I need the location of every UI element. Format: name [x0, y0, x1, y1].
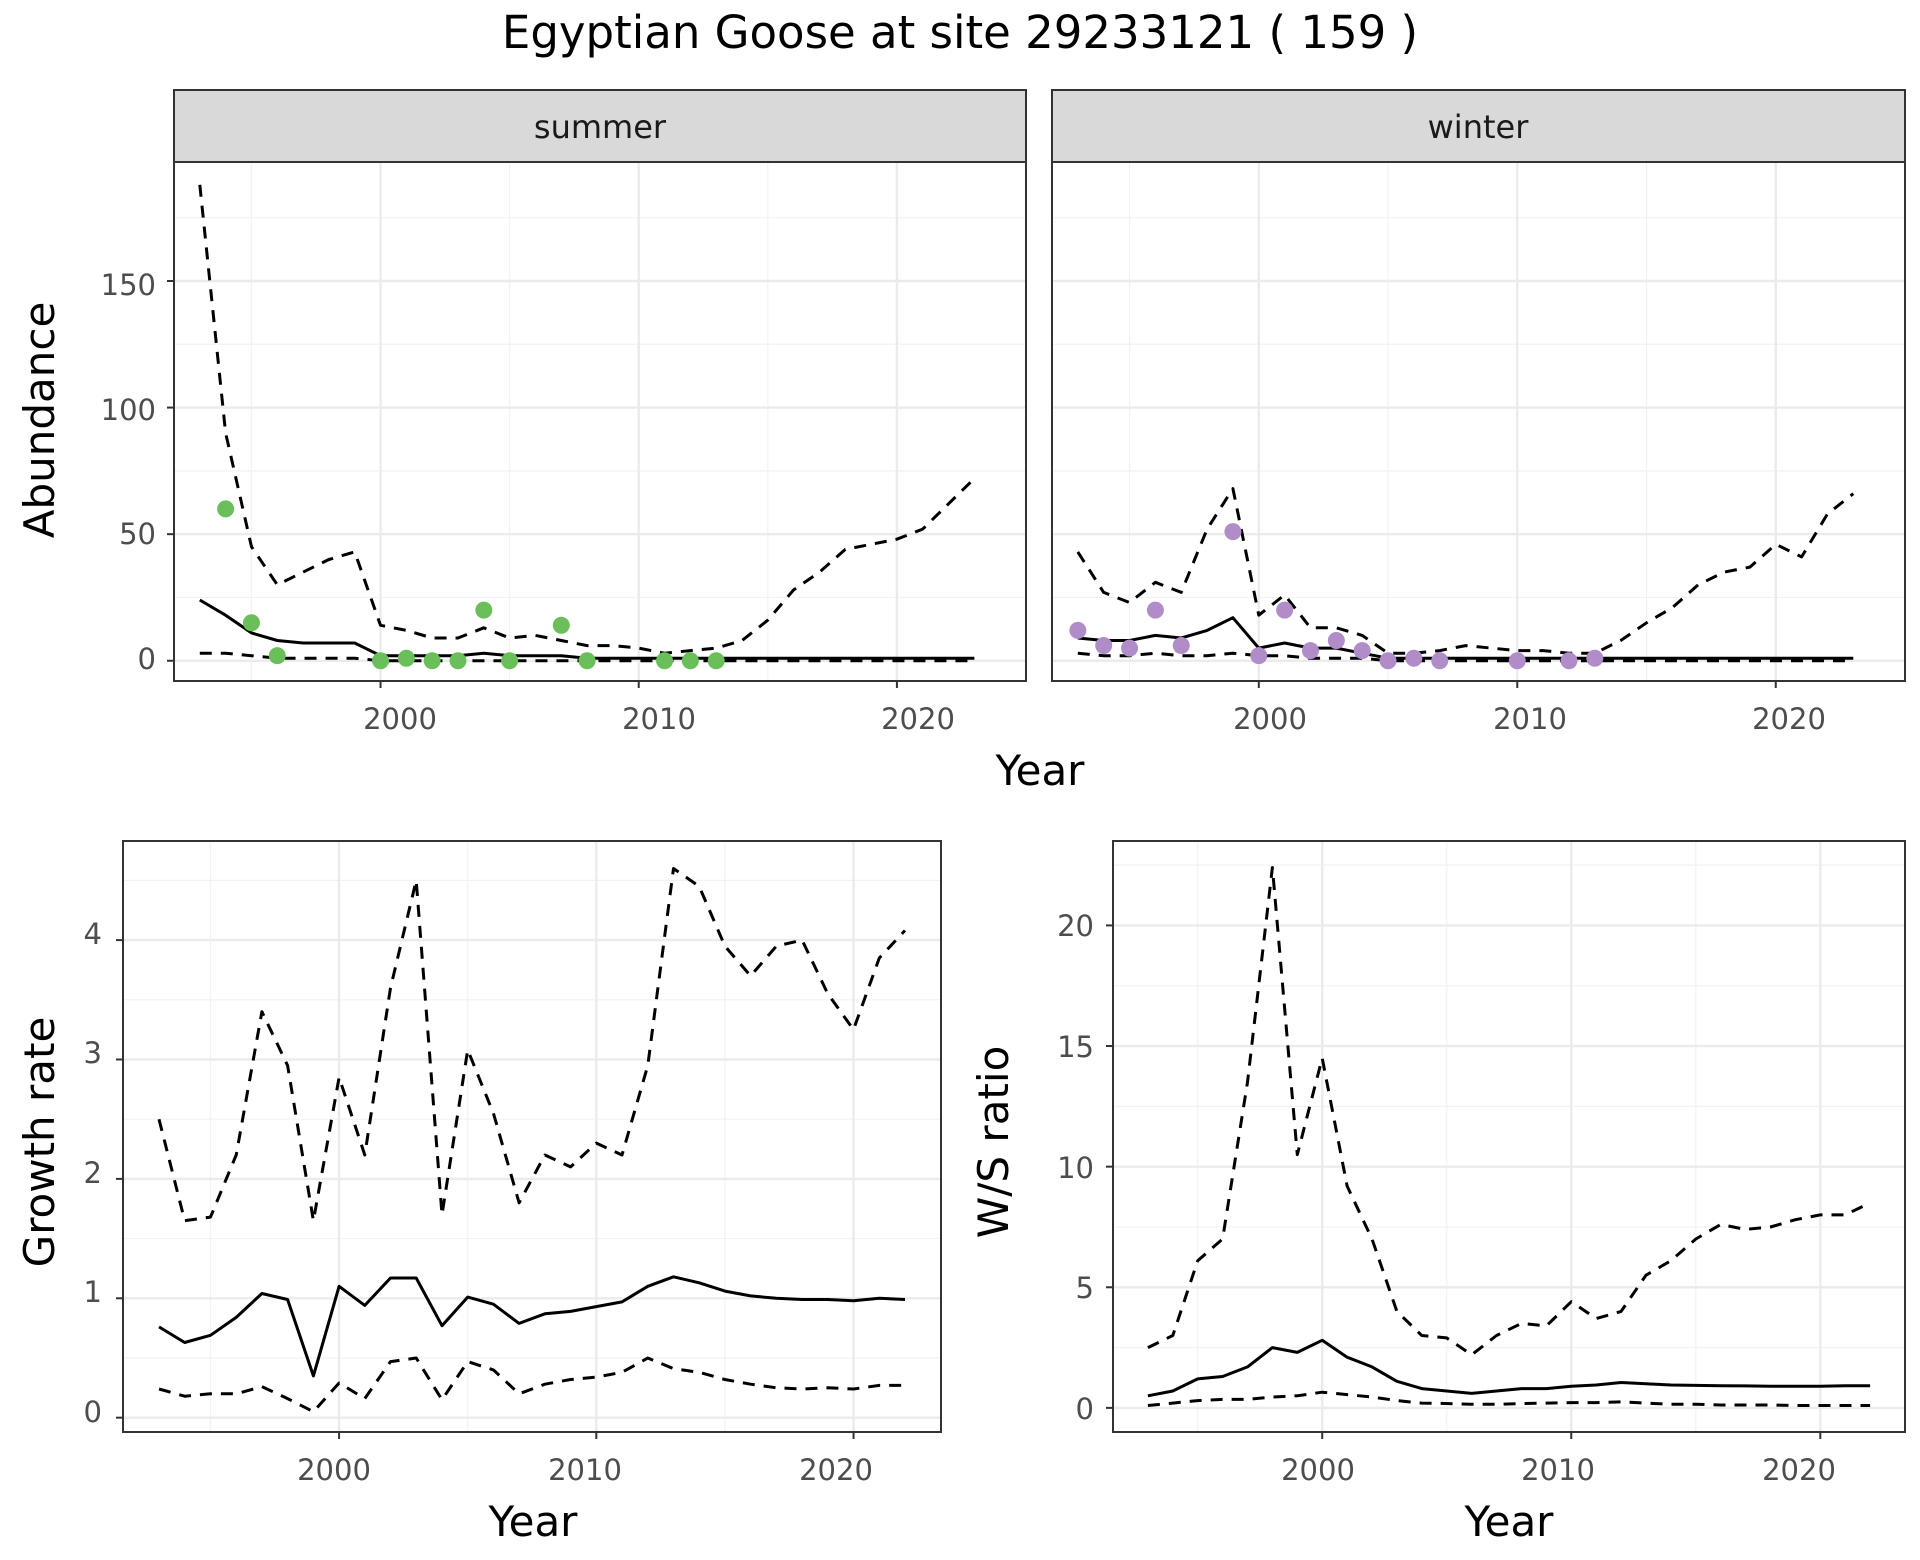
y-tick-label: 10 — [1057, 1151, 1094, 1185]
plot-ws-ratio — [1106, 840, 1906, 1439]
x-axis-title-abundance: Year — [995, 746, 1086, 795]
x-tick-label: 2020 — [799, 1453, 873, 1487]
observed-point — [1121, 639, 1139, 657]
y-tick-label: 20 — [1057, 909, 1094, 943]
observed-point — [449, 652, 467, 670]
observed-point — [242, 614, 260, 632]
y-tick-label: 15 — [1057, 1030, 1094, 1064]
series-line-fit — [1077, 616, 1854, 660]
x-tick-label: 2000 — [297, 1453, 371, 1487]
y-axis-title-abundance: Abundance — [15, 302, 64, 539]
plot-background — [1052, 162, 1905, 681]
observed-point — [397, 649, 415, 667]
x-tick-label: 2020 — [1752, 702, 1826, 736]
plot-background — [123, 841, 941, 1432]
y-tick-label: 150 — [101, 268, 156, 302]
series-line-lower — [158, 1356, 905, 1414]
observed-point — [578, 652, 596, 670]
observed-point — [1353, 642, 1371, 660]
observed-point — [1431, 652, 1449, 670]
y-tick-label: 5 — [1076, 1271, 1094, 1305]
plot-background — [1113, 841, 1905, 1432]
series-line-upper — [1076, 487, 1855, 655]
plot-border — [1112, 840, 1906, 1433]
y-tick-label: 0 — [1076, 1392, 1094, 1426]
observed-point — [1508, 652, 1526, 670]
x-tick-label: 2000 — [1281, 1453, 1355, 1487]
observed-point — [1586, 649, 1604, 667]
plot-border — [1051, 161, 1906, 682]
panel-growth-rate: 2000 2010 2020 0 1 2 3 4 Year Growth rat… — [15, 840, 942, 1546]
observed-point — [1095, 637, 1113, 655]
observed-point — [423, 652, 441, 670]
observed-point — [1172, 637, 1190, 655]
observed-point — [1276, 601, 1294, 619]
plot-summer — [167, 161, 1027, 688]
series-line-fit — [1147, 1338, 1871, 1398]
observed-point — [1327, 631, 1345, 649]
panel-winter: winter 2000 2010 2020 — [1051, 89, 1906, 736]
y-tick-label: 2 — [84, 1156, 102, 1190]
plot-growth-rate — [116, 840, 942, 1439]
observed-point — [268, 647, 286, 665]
y-axis-title-growth: Growth rate — [15, 1017, 64, 1268]
observed-point — [1405, 649, 1423, 667]
plot-border — [122, 840, 942, 1433]
observed-point — [1250, 647, 1268, 665]
observed-point — [552, 616, 570, 634]
x-axis-title-ws: Year — [1464, 1497, 1555, 1546]
x-axis-title-growth: Year — [488, 1497, 579, 1546]
strip-winter — [1051, 89, 1906, 163]
y-tick-label: 100 — [101, 393, 156, 427]
plot-background — [174, 162, 1026, 681]
series-line-fit — [158, 1275, 906, 1378]
panel-ws-ratio: 2000 2010 2020 0 5 10 15 20 Year W/S rat… — [969, 840, 1906, 1546]
series-line-lower — [1077, 651, 1854, 663]
x-tick-label: 2020 — [1762, 1453, 1836, 1487]
observed-point — [1069, 621, 1087, 639]
series-line-upper — [1147, 866, 1871, 1357]
y-axis-title-ws: W/S ratio — [969, 1046, 1018, 1239]
x-tick-label: 2010 — [622, 702, 696, 736]
observed-point — [707, 652, 725, 670]
strip-label-summer: summer — [534, 108, 667, 146]
observed-point — [656, 652, 674, 670]
y-tick-label: 1 — [84, 1275, 102, 1309]
plot-border — [173, 161, 1027, 682]
x-tick-label: 2010 — [1521, 1453, 1595, 1487]
observed-point — [681, 652, 699, 670]
observed-point — [1146, 601, 1164, 619]
x-tick-label: 2010 — [548, 1453, 622, 1487]
y-tick-label: 4 — [84, 917, 102, 951]
observed-point — [475, 601, 493, 619]
x-tick-label: 2020 — [881, 702, 955, 736]
observed-point — [1224, 523, 1242, 541]
x-tick-label: 2010 — [1493, 702, 1567, 736]
y-tick-label: 0 — [138, 642, 156, 676]
figure-title: Egyptian Goose at site 29233121 ( 159 ) — [502, 6, 1418, 59]
observed-point — [217, 500, 235, 518]
x-tick-label: 2000 — [1233, 702, 1307, 736]
panel-summer: summer 2000 2010 2020 0 50 100 150 — [101, 89, 1027, 736]
observed-point — [1560, 652, 1578, 670]
observed-point — [1379, 652, 1397, 670]
observed-point — [372, 652, 390, 670]
plot-winter — [1051, 161, 1906, 688]
strip-summer — [173, 89, 1027, 163]
series-line-upper — [198, 184, 976, 655]
y-tick-label: 0 — [84, 1395, 102, 1429]
x-tick-label: 2000 — [363, 702, 437, 736]
y-tick-label: 50 — [119, 517, 156, 551]
series-line-lower — [1147, 1390, 1871, 1407]
observed-point — [1301, 642, 1319, 660]
y-tick-label: 3 — [84, 1036, 102, 1070]
strip-label-winter: winter — [1428, 108, 1530, 146]
observed-point — [501, 652, 519, 670]
